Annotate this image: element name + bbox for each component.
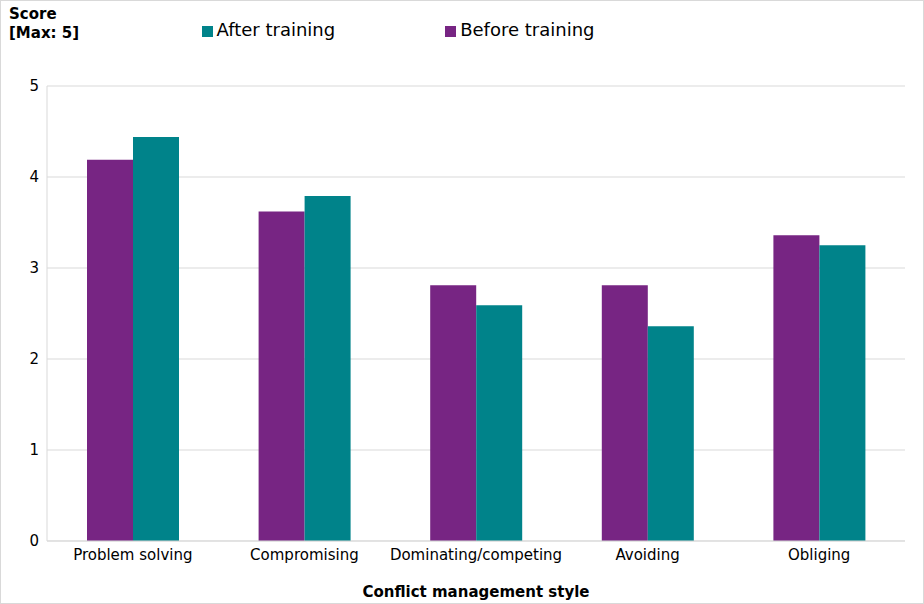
svg-text:Conflict management style: Conflict management style (362, 583, 589, 601)
svg-text:Dominating/competing: Dominating/competing (390, 546, 562, 564)
svg-text:2: 2 (29, 350, 39, 368)
svg-text:5: 5 (29, 77, 39, 95)
svg-text:1: 1 (29, 441, 39, 459)
html-text:Score [Max: 5]: Score [Max: 5] (9, 5, 80, 42)
svg-text:Obliging: Obliging (788, 546, 850, 564)
html-text:Before training: Before training (460, 19, 595, 40)
svg-text:0: 0 (29, 532, 39, 550)
svg-text:Avoiding: Avoiding (615, 546, 679, 564)
svg-text:3: 3 (29, 259, 39, 277)
svg-text:Compromising: Compromising (250, 546, 359, 564)
svg-text:4: 4 (29, 168, 39, 186)
svg-text:Problem solving: Problem solving (73, 546, 192, 564)
html-text:After training: After training (216, 19, 336, 40)
